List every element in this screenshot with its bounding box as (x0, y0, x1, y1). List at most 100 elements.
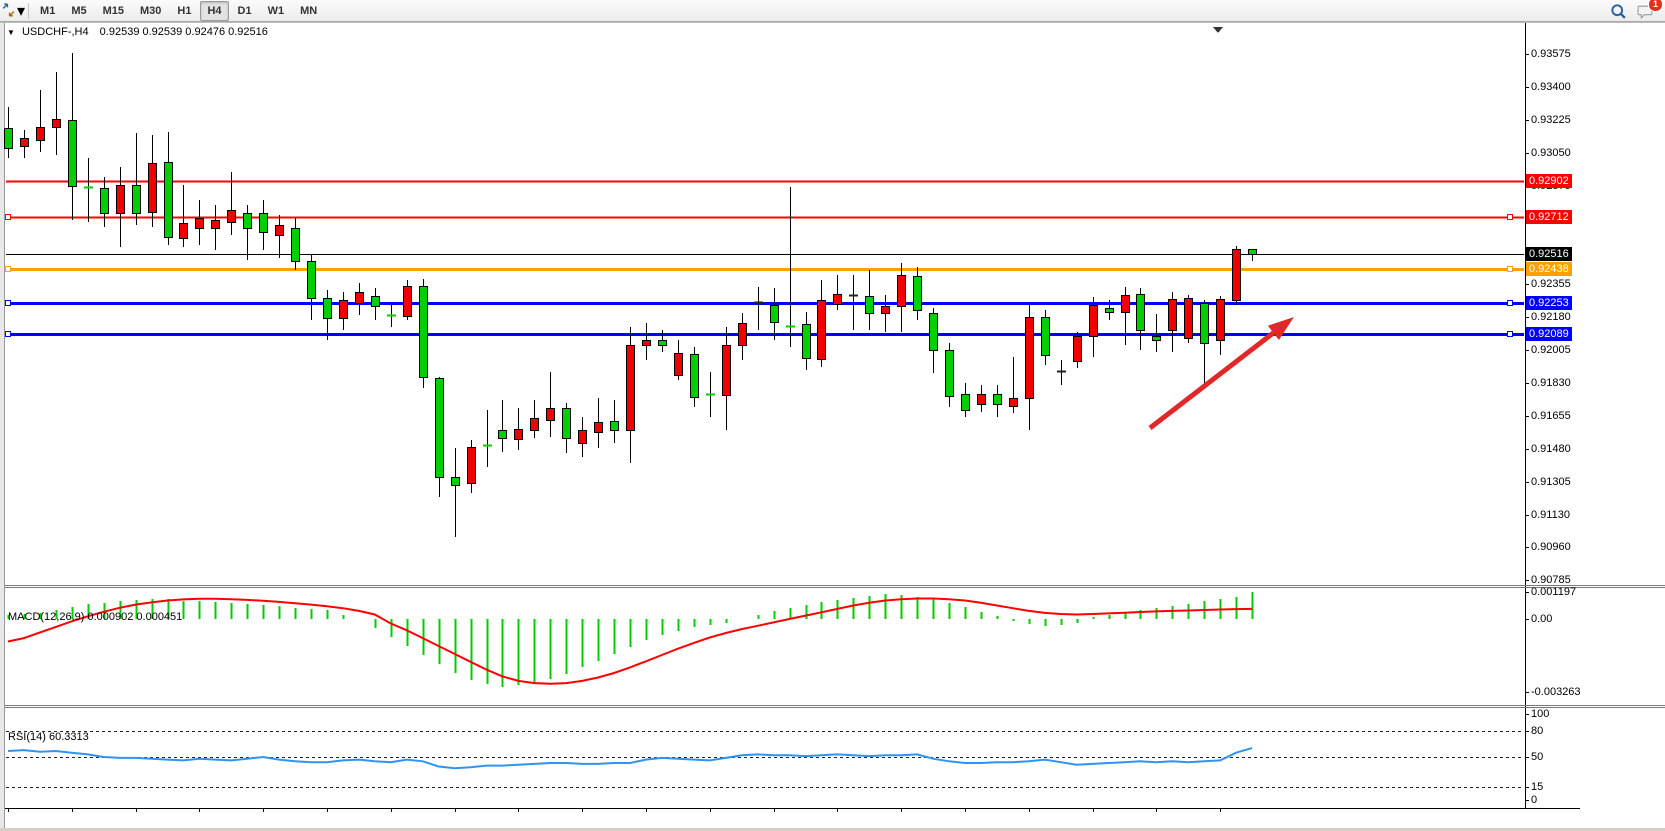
candle (754, 287, 763, 330)
candle (4, 107, 13, 158)
candle (483, 410, 492, 467)
candle (1168, 292, 1177, 352)
candle (945, 343, 954, 407)
price-line-label: 0.92516 (1526, 247, 1572, 261)
timeframe-m15-button[interactable]: M15 (102, 4, 124, 17)
line-handle[interactable] (1507, 331, 1513, 337)
candle (738, 313, 747, 360)
line-handle[interactable] (1507, 214, 1513, 220)
candle (275, 215, 284, 258)
candle (132, 133, 141, 225)
candle (1105, 300, 1114, 320)
window-left-border (0, 22, 5, 831)
price-tick-label: 0.93400 (1531, 81, 1571, 93)
candle (403, 280, 412, 320)
candle (1200, 300, 1209, 383)
search-button[interactable] (1606, 0, 1631, 22)
timeframe-mn-button[interactable]: MN (300, 4, 318, 17)
candle (179, 185, 188, 247)
candle (865, 270, 874, 330)
macd-tick-label: -0.003263 (1531, 686, 1581, 698)
candle (706, 372, 715, 417)
candle (913, 267, 922, 320)
line-handle[interactable] (5, 331, 11, 337)
price-tick-label: 0.92355 (1531, 278, 1571, 290)
candle (658, 330, 667, 352)
timeframe-h4-button[interactable]: H4 (200, 0, 229, 21)
timeframe-m5-button[interactable]: M5 (71, 4, 87, 17)
main-toolbar: ▾ M1 M5 M15 M30 H1 H4 D1 W1 MN 1 (0, 0, 1665, 22)
price-tick-label: 0.90960 (1531, 541, 1571, 553)
price-tick-label: 0.93575 (1531, 48, 1571, 60)
candle (530, 400, 539, 438)
candle (195, 200, 204, 245)
candle (1136, 288, 1145, 350)
candle (243, 205, 252, 260)
symbol-period-label: USDCHF-,H4 (21, 26, 89, 38)
price-tick-label: 0.93050 (1531, 147, 1571, 159)
candle (626, 327, 635, 463)
candle (467, 440, 476, 493)
candle (291, 218, 300, 270)
price-tick-label: 0.91480 (1531, 443, 1571, 455)
price-tick-label: 0.92005 (1531, 344, 1571, 356)
candle (961, 383, 970, 417)
candle (1041, 310, 1050, 365)
candle (36, 90, 45, 152)
rsi-line (7, 747, 1253, 770)
line-handle[interactable] (1507, 266, 1513, 272)
candle (148, 135, 157, 227)
timeframe-d1-button[interactable]: D1 (237, 4, 252, 17)
candle (451, 448, 460, 537)
candle (1216, 296, 1225, 355)
candle (84, 158, 93, 222)
candle (1057, 360, 1066, 385)
candle (786, 187, 795, 347)
candle (1073, 332, 1082, 368)
notifications-button[interactable]: 1 (1633, 0, 1663, 22)
candle (881, 295, 890, 332)
price-tick-label: 0.93225 (1531, 114, 1571, 126)
macd-label: MACD(12,26,9) 0.000902 0.000451 (8, 611, 183, 623)
macd-signal-line (7, 597, 1253, 685)
candle (307, 255, 316, 320)
timeframe-m1-button[interactable]: M1 (40, 4, 56, 17)
candle (562, 403, 571, 453)
price-line-label: 0.92089 (1526, 327, 1572, 341)
line-handle[interactable] (1507, 300, 1513, 306)
ohlc-values: 0.92539 0.92539 0.92476 0.92516 (99, 26, 268, 38)
candle (355, 283, 364, 315)
price-line-label: 0.92712 (1526, 210, 1572, 224)
line-handle[interactable] (5, 266, 11, 272)
chart-window[interactable]: 0.935750.934000.932250.930500.928750.927… (0, 22, 1665, 831)
line-handle[interactable] (5, 300, 11, 306)
line-handle[interactable] (5, 214, 11, 220)
collapse-ohlc-icon[interactable]: ▼ (7, 28, 15, 37)
candle (610, 400, 619, 443)
timeframe-m30-button[interactable]: M30 (140, 4, 162, 17)
chart-shift-marker[interactable] (1213, 27, 1223, 33)
rsi-tick-label: 100 (1531, 708, 1550, 720)
candle (116, 167, 125, 247)
candle (1152, 314, 1161, 352)
candle (690, 347, 699, 407)
price-tick-label: 0.92180 (1531, 311, 1571, 323)
price-line-label: 0.92902 (1526, 174, 1572, 188)
candle (339, 292, 348, 330)
candle (387, 305, 396, 327)
candle (164, 132, 173, 245)
dropdown-arrow-icon: ▾ (17, 2, 26, 20)
trend-arrow[interactable] (1148, 317, 1294, 430)
candle (1009, 357, 1018, 413)
candle (514, 408, 523, 450)
candle (498, 400, 507, 452)
timeframe-h1-button[interactable]: H1 (177, 4, 192, 17)
price-tick-label: 0.91305 (1531, 476, 1571, 488)
timeframe-w1-button[interactable]: W1 (267, 4, 285, 17)
candle (849, 275, 858, 330)
candle (371, 288, 380, 320)
price-tick-label: 0.91830 (1531, 377, 1571, 389)
candle (1089, 297, 1098, 357)
price-tick-label: 0.90785 (1531, 574, 1571, 586)
